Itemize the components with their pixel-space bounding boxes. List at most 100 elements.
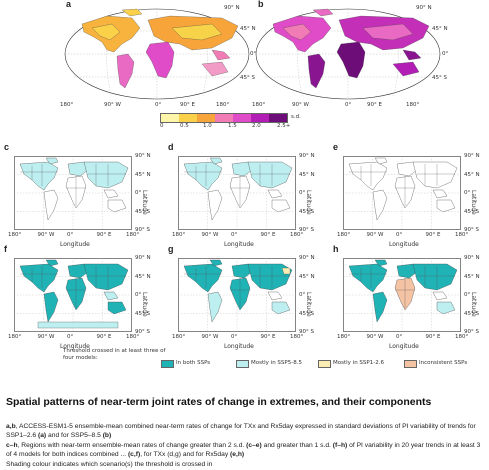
robin-b-lat-45s: 45° S <box>432 75 447 81</box>
lon-tick-f: 90° E <box>96 334 112 340</box>
lat-tick-g: 45° S <box>299 310 314 317</box>
caption-ch-fh: (f–h) <box>332 442 348 449</box>
region-sea <box>267 291 283 301</box>
robin-b-lon-0: 0° <box>345 102 352 108</box>
lon-tick-e: 180° <box>337 232 351 238</box>
lon-tick-d: 90° E <box>260 232 276 238</box>
robin-a-lat-90n: 90° N <box>224 5 240 11</box>
region-eu <box>396 263 418 279</box>
region-gr <box>209 157 223 165</box>
lon-tick-c: 0° <box>67 232 74 238</box>
caption-ch-cf: (c,f) <box>127 451 141 459</box>
panel-label-a: a <box>66 0 72 9</box>
lat-tick-g: 0° <box>299 292 306 298</box>
lon-tick-c: 180° <box>126 232 140 238</box>
robin-b-lat-45n: 45° N <box>432 26 448 32</box>
lat-tick-d: 45° S <box>299 208 314 215</box>
colorbar-tick-2: 1.0 <box>203 123 212 129</box>
caption-ch-prefix: c–h <box>6 442 18 449</box>
region-au <box>436 301 456 315</box>
lat-tick-e: 45° N <box>464 171 480 178</box>
ylabel-f: Latitude <box>141 292 148 317</box>
region-gr <box>45 259 59 267</box>
lon-tick-d: 180° <box>290 232 304 238</box>
lat-tick-g: 90° S <box>299 329 314 335</box>
grid-map-h <box>343 258 461 332</box>
caption-ch-eh: (e,h) <box>230 451 245 459</box>
lon-tick-f: 180° <box>126 334 140 340</box>
region-gr <box>45 157 59 165</box>
lon-tick-f: 90° W <box>37 334 55 340</box>
lat-tick-d: 0° <box>299 190 306 196</box>
lon-tick-h: 90° W <box>366 334 384 340</box>
lat-tick-c: 45° S <box>135 208 150 215</box>
region-as <box>247 263 293 291</box>
caption-ch: c–h, Regions with near-term ensemble-mea… <box>6 441 484 460</box>
lon-tick-e: 180° <box>455 232 469 238</box>
lon-tick-d: 90° W <box>201 232 219 238</box>
robin-a-lat-45n: 45° N <box>240 26 256 32</box>
lat-tick-f: 0° <box>135 292 142 298</box>
lat-tick-e: 45° S <box>464 208 479 215</box>
region-sa <box>43 189 59 221</box>
xlabel-d: Longitude <box>224 241 254 248</box>
xlabel-e: Longitude <box>389 241 419 248</box>
robin-a-lon-180w: 180° <box>60 102 74 108</box>
region-sa <box>372 189 388 221</box>
region-eu <box>231 263 253 279</box>
lat-tick-d: 90° S <box>299 227 314 233</box>
caption-shading: Shading colour indicates which scenario(… <box>6 461 213 468</box>
region-gr <box>209 259 223 267</box>
lat-tick-e: 0° <box>464 190 471 196</box>
ylabel-c: Latitude <box>141 190 148 215</box>
legend-label-ssp585: Mostly in SSP5-8.5 <box>251 360 302 366</box>
grid-map-d <box>178 156 296 230</box>
lon-tick-g: 180° <box>290 334 304 340</box>
lat-tick-h: 90° N <box>464 255 480 261</box>
lat-tick-f: 90° N <box>135 255 151 261</box>
region-au <box>107 199 127 213</box>
lon-tick-d: 0° <box>231 232 238 238</box>
caption-ch-text1: , Regions with near-term ensemble-mean r… <box>17 442 247 449</box>
colorbar-tick-4: 2.0 <box>252 123 261 129</box>
region-as <box>412 263 458 291</box>
region-sa <box>43 291 59 323</box>
region-sa <box>372 291 388 323</box>
region-gr <box>374 259 388 267</box>
panel-label-h: h <box>333 244 339 254</box>
region-gr <box>374 157 388 165</box>
lon-tick-h: 180° <box>337 334 351 340</box>
panel-label-f: f <box>4 244 7 254</box>
lat-tick-f: 45° N <box>135 273 151 280</box>
legend-heading: Threshold crossed in at least three of f… <box>63 348 166 361</box>
legend-swatch-inconsistent <box>404 360 417 368</box>
lat-tick-g: 45° N <box>299 273 315 280</box>
colorbar-unit: s.d. <box>291 114 301 120</box>
region-na <box>348 263 388 293</box>
robin-a-lat-45s: 45° S <box>240 75 255 81</box>
lat-tick-d: 45° N <box>299 171 315 178</box>
lat-tick-c: 90° S <box>135 227 150 233</box>
lat-tick-f: 90° S <box>135 329 150 335</box>
region-na <box>183 161 223 191</box>
grid-map-e <box>343 156 461 230</box>
lat-tick-c: 45° N <box>135 171 151 178</box>
region-au <box>271 199 291 213</box>
caption-ab-prefix: a,b <box>6 423 16 430</box>
lon-tick-e: 90° W <box>366 232 384 238</box>
lon-tick-g: 0° <box>231 334 238 340</box>
lon-tick-g: 90° E <box>260 334 276 340</box>
robin-a-lon-90e: 90° E <box>180 102 195 108</box>
robin-a-lat-0: 0° <box>250 51 257 57</box>
xlabel-h: Longitude <box>389 343 419 350</box>
robin-a-lon-90w: 90° W <box>104 102 121 108</box>
region-sea <box>103 291 119 301</box>
lon-tick-c: 180° <box>8 232 22 238</box>
ylabel-g: Latitude <box>305 292 312 317</box>
region-au <box>436 199 456 213</box>
caption-ch-ce: (c–e) <box>246 442 262 449</box>
robin-b-lon-90e: 90° E <box>367 102 382 108</box>
lon-tick-h: 180° <box>455 334 469 340</box>
legend-label-inconsistent: Inconsistent SSPs <box>419 360 468 366</box>
robin-a-lon-0: 0° <box>155 102 162 108</box>
